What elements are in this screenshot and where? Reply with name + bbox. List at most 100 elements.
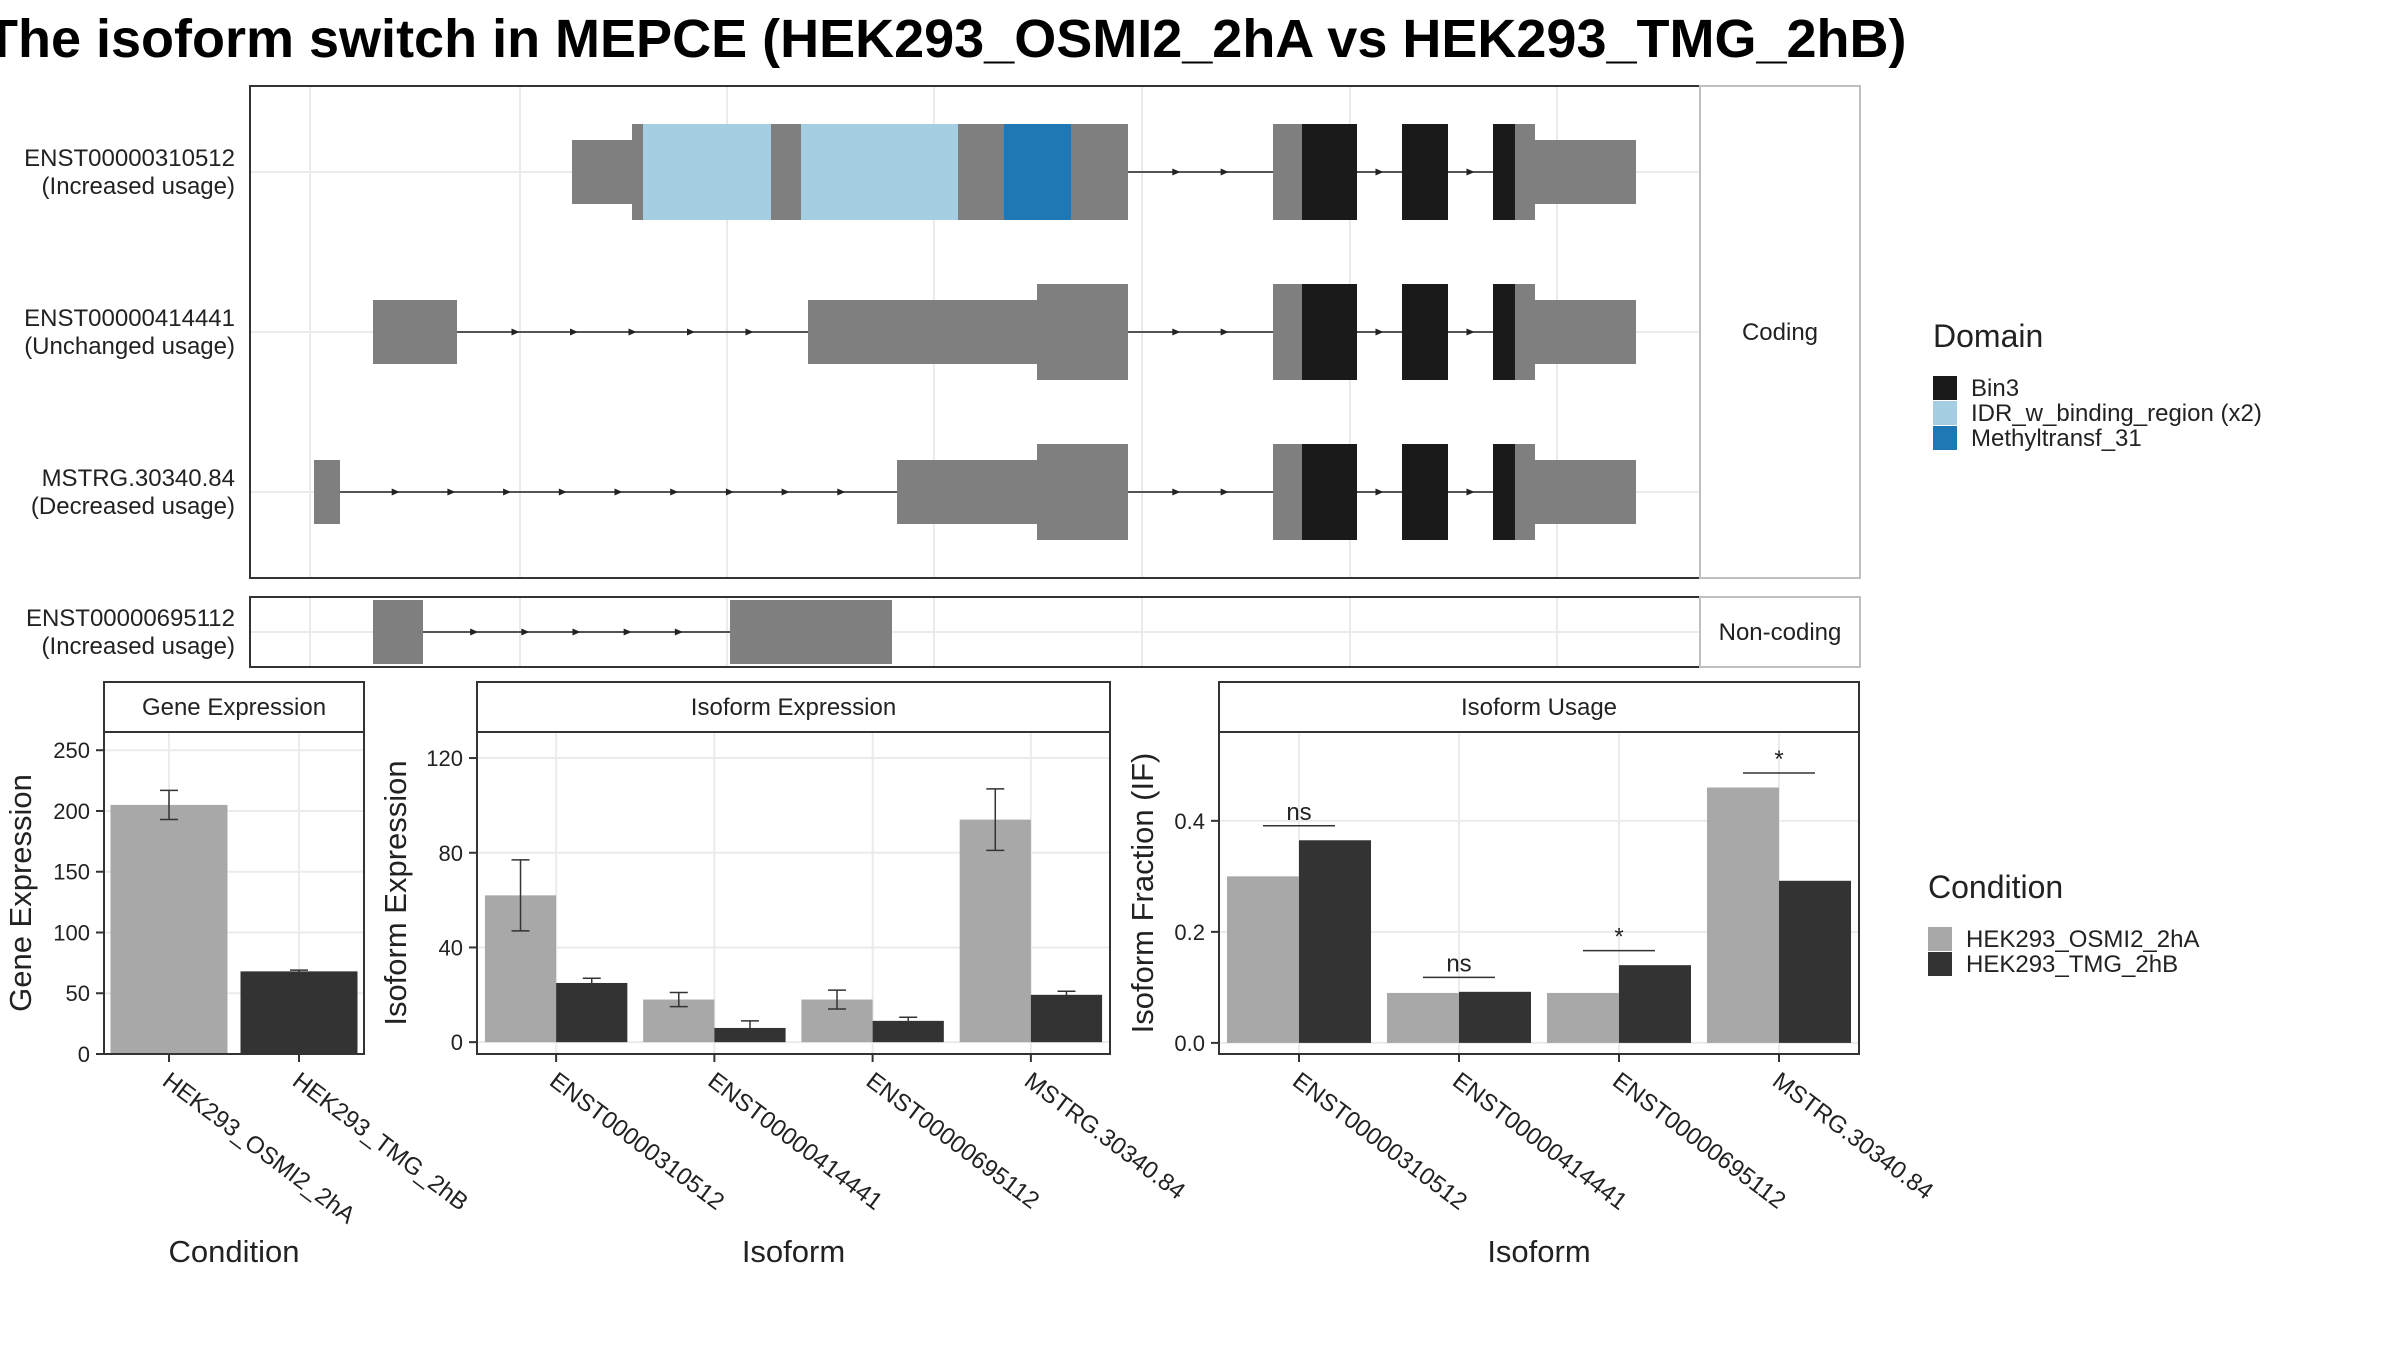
intron-arrow [1466,328,1475,336]
x-axis-title: Isoform [1487,1234,1590,1269]
exon-block [897,460,1037,524]
intron-arrow [745,328,754,336]
exon-block [1535,460,1636,524]
intron-arrow [1220,488,1229,496]
panel-strip-title: Gene Expression [142,694,326,721]
exon-block [1515,444,1535,540]
methyltransf-domain [1004,124,1071,220]
intron-arrow [781,488,790,496]
bin3-domain [1402,444,1448,540]
y-tick-label: 150 [53,860,90,885]
x-tick-label: MSTRG.30340.84 [1019,1067,1190,1205]
panel-strip [103,681,365,733]
bar [1779,880,1851,1043]
domain-legend-label: Methyltransf_31 [1971,425,2142,452]
bin3-domain [1302,444,1357,540]
x-tick-label: ENST00000695112 [1607,1067,1790,1214]
bin3-domain [1302,284,1357,380]
exon-block [771,124,801,220]
exon-block [1037,444,1128,540]
transcript-label: MSTRG.30340.84 [42,465,235,492]
panel-strip-title: Isoform Expression [691,694,896,721]
x-tick-label: ENST00000414441 [1447,1067,1632,1215]
transcript-label: ENST00000310512 [24,145,235,172]
intron-arrow [614,488,623,496]
intron-arrow [470,628,479,636]
bar [240,971,358,1054]
intron-arrow [1172,488,1181,496]
y-tick-label: 100 [53,920,90,945]
transcript-label: ENST00000414441 [24,305,235,332]
bar [1227,876,1299,1043]
facet-label-noncoding: Non-coding [1719,619,1842,646]
exon-block [373,600,423,664]
transcript-label: ENST00000695112 [26,605,235,632]
domain-legend-label: IDR_w_binding_region (x2) [1971,400,2262,427]
exon-block [1071,124,1128,220]
intron-arrow [1220,328,1229,336]
intron-arrow [503,488,512,496]
bin3-domain [1493,284,1515,380]
bar [1619,965,1691,1043]
transcript-usage-label: (Decreased usage) [31,493,235,520]
idr-domain [801,124,958,220]
exon-block [1273,124,1302,220]
transcript-usage-label: (Increased usage) [42,633,235,660]
exon-block [1273,284,1302,380]
condition-legend-key [1928,952,1952,976]
bar [556,982,628,1043]
intron-arrow [670,488,679,496]
y-tick-label: 80 [439,841,463,866]
intron-arrow [521,628,530,636]
panel-border [103,731,365,1055]
exon-block [958,124,1004,220]
exon-block [314,460,340,524]
y-axis-title: Gene Expression [3,774,38,1012]
x-axis-title: Condition [169,1234,300,1269]
intron-arrow [687,328,695,336]
x-tick-label: MSTRG.30340.84 [1767,1067,1938,1205]
y-tick-label: 50 [66,981,90,1006]
facet-strip [1699,596,1861,668]
bin3-domain [1402,124,1448,220]
y-tick-label: 0 [451,1030,463,1055]
significance-label: ns [1286,799,1311,826]
bin3-domain [1493,124,1515,220]
y-tick-label: 120 [426,746,463,771]
intron-arrow [623,628,632,636]
bar [1459,991,1531,1043]
intron-arrow [447,488,456,496]
exon-block [572,140,632,204]
intron-arrow [837,488,846,496]
intron-arrow [628,328,637,336]
bar [959,819,1031,1043]
panel-border [1218,731,1860,1055]
intron-arrow [1172,328,1181,336]
bar [1387,992,1459,1043]
bar [1707,787,1779,1043]
x-tick-label: ENST00000310512 [1287,1067,1472,1215]
y-tick-label: 0.2 [1174,920,1205,945]
intron-arrow [1375,328,1384,336]
panel-border [476,731,1111,1055]
x-axis-title: Isoform [742,1234,845,1269]
bar [1030,994,1103,1043]
domain-legend-key [1933,401,1957,425]
exon-block [632,124,643,220]
intron-arrow [1466,488,1475,496]
exon-block [1273,444,1302,540]
bar [872,1020,944,1043]
intron-arrow [1375,488,1384,496]
significance-label: * [1774,746,1783,773]
transcript-usage-label: (Increased usage) [42,173,235,200]
exon-block [808,300,1037,364]
intron-arrow [391,488,400,496]
intron-arrow [1466,168,1475,176]
exon-block [1535,140,1636,204]
intron-arrow [674,628,683,636]
y-tick-label: 0 [78,1042,90,1067]
bar [1547,992,1619,1043]
condition-legend-label: HEK293_TMG_2hB [1966,951,2178,978]
